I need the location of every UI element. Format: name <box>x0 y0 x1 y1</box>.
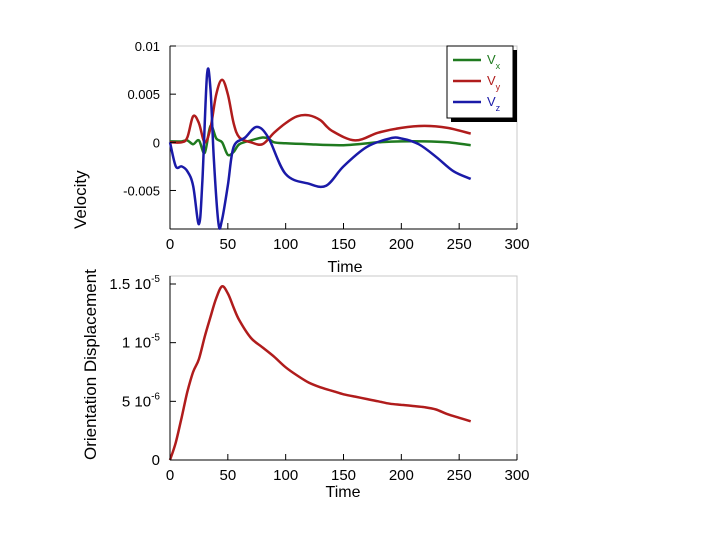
velocity-x-tick-label: 250 <box>447 236 472 253</box>
displacement-y-tick-label: 0 <box>152 452 160 469</box>
displacement-y-label: Orientation Displacement <box>81 269 100 460</box>
displacement-x-tick-label: 100 <box>273 467 298 484</box>
displacement-x-tick-label: 50 <box>219 467 236 484</box>
velocity-x-tick-label: 100 <box>273 236 298 253</box>
displacement-x-tick-label: 0 <box>166 467 174 484</box>
displacement-y-tick-label: 1.5 10-5 <box>109 274 160 293</box>
velocity-x-tick-label: 200 <box>389 236 414 253</box>
displacement-y-tick-label: 5 10-6 <box>122 391 161 410</box>
displacement-x-tick-label: 250 <box>447 467 472 484</box>
velocity-x-tick-label: 150 <box>331 236 356 253</box>
legend-label-vz: Vz <box>487 94 501 113</box>
series-line-vz <box>168 67 472 230</box>
velocity-x-label: Time <box>328 259 363 276</box>
series-line-vx <box>169 124 471 157</box>
velocity-chart: 0.01 0.005 0 -0.005 0 50 100 150 200 250 300 Time… <box>71 39 530 276</box>
displacement-x-tick-label: 200 <box>389 467 414 484</box>
velocity-y-tick-label: 0.01 <box>135 39 160 54</box>
velocity-x-tick-label: 300 <box>504 236 529 253</box>
velocity-y-tick-label: -0.005 <box>123 183 160 198</box>
displacement-plot-frame <box>169 275 518 461</box>
displacement-y-tick-label: 1 10-5 <box>122 333 161 352</box>
displacement-chart: 1.5 10-5 1 10-5 5 10-6 0 0 50 100 150 200 250 300… <box>81 269 530 501</box>
velocity-legend: Vx Vy Vz <box>446 45 517 122</box>
velocity-x-tick-label: 50 <box>219 236 236 253</box>
displacement-x-tick-label: 150 <box>331 467 356 484</box>
velocity-y-tick-label: 0.005 <box>127 87 160 102</box>
series-line-vy <box>169 78 471 146</box>
legend-label-vx: Vx <box>487 52 501 71</box>
velocity-y-label: Velocity <box>71 170 90 229</box>
series-line-displacement <box>168 285 472 461</box>
velocity-y-tick-label: 0 <box>153 135 160 150</box>
displacement-x-tick-label: 300 <box>504 467 529 484</box>
velocity-x-tick-label: 0 <box>166 236 174 253</box>
displacement-x-label: Time <box>326 484 361 501</box>
legend-label-vy: Vy <box>487 73 501 92</box>
